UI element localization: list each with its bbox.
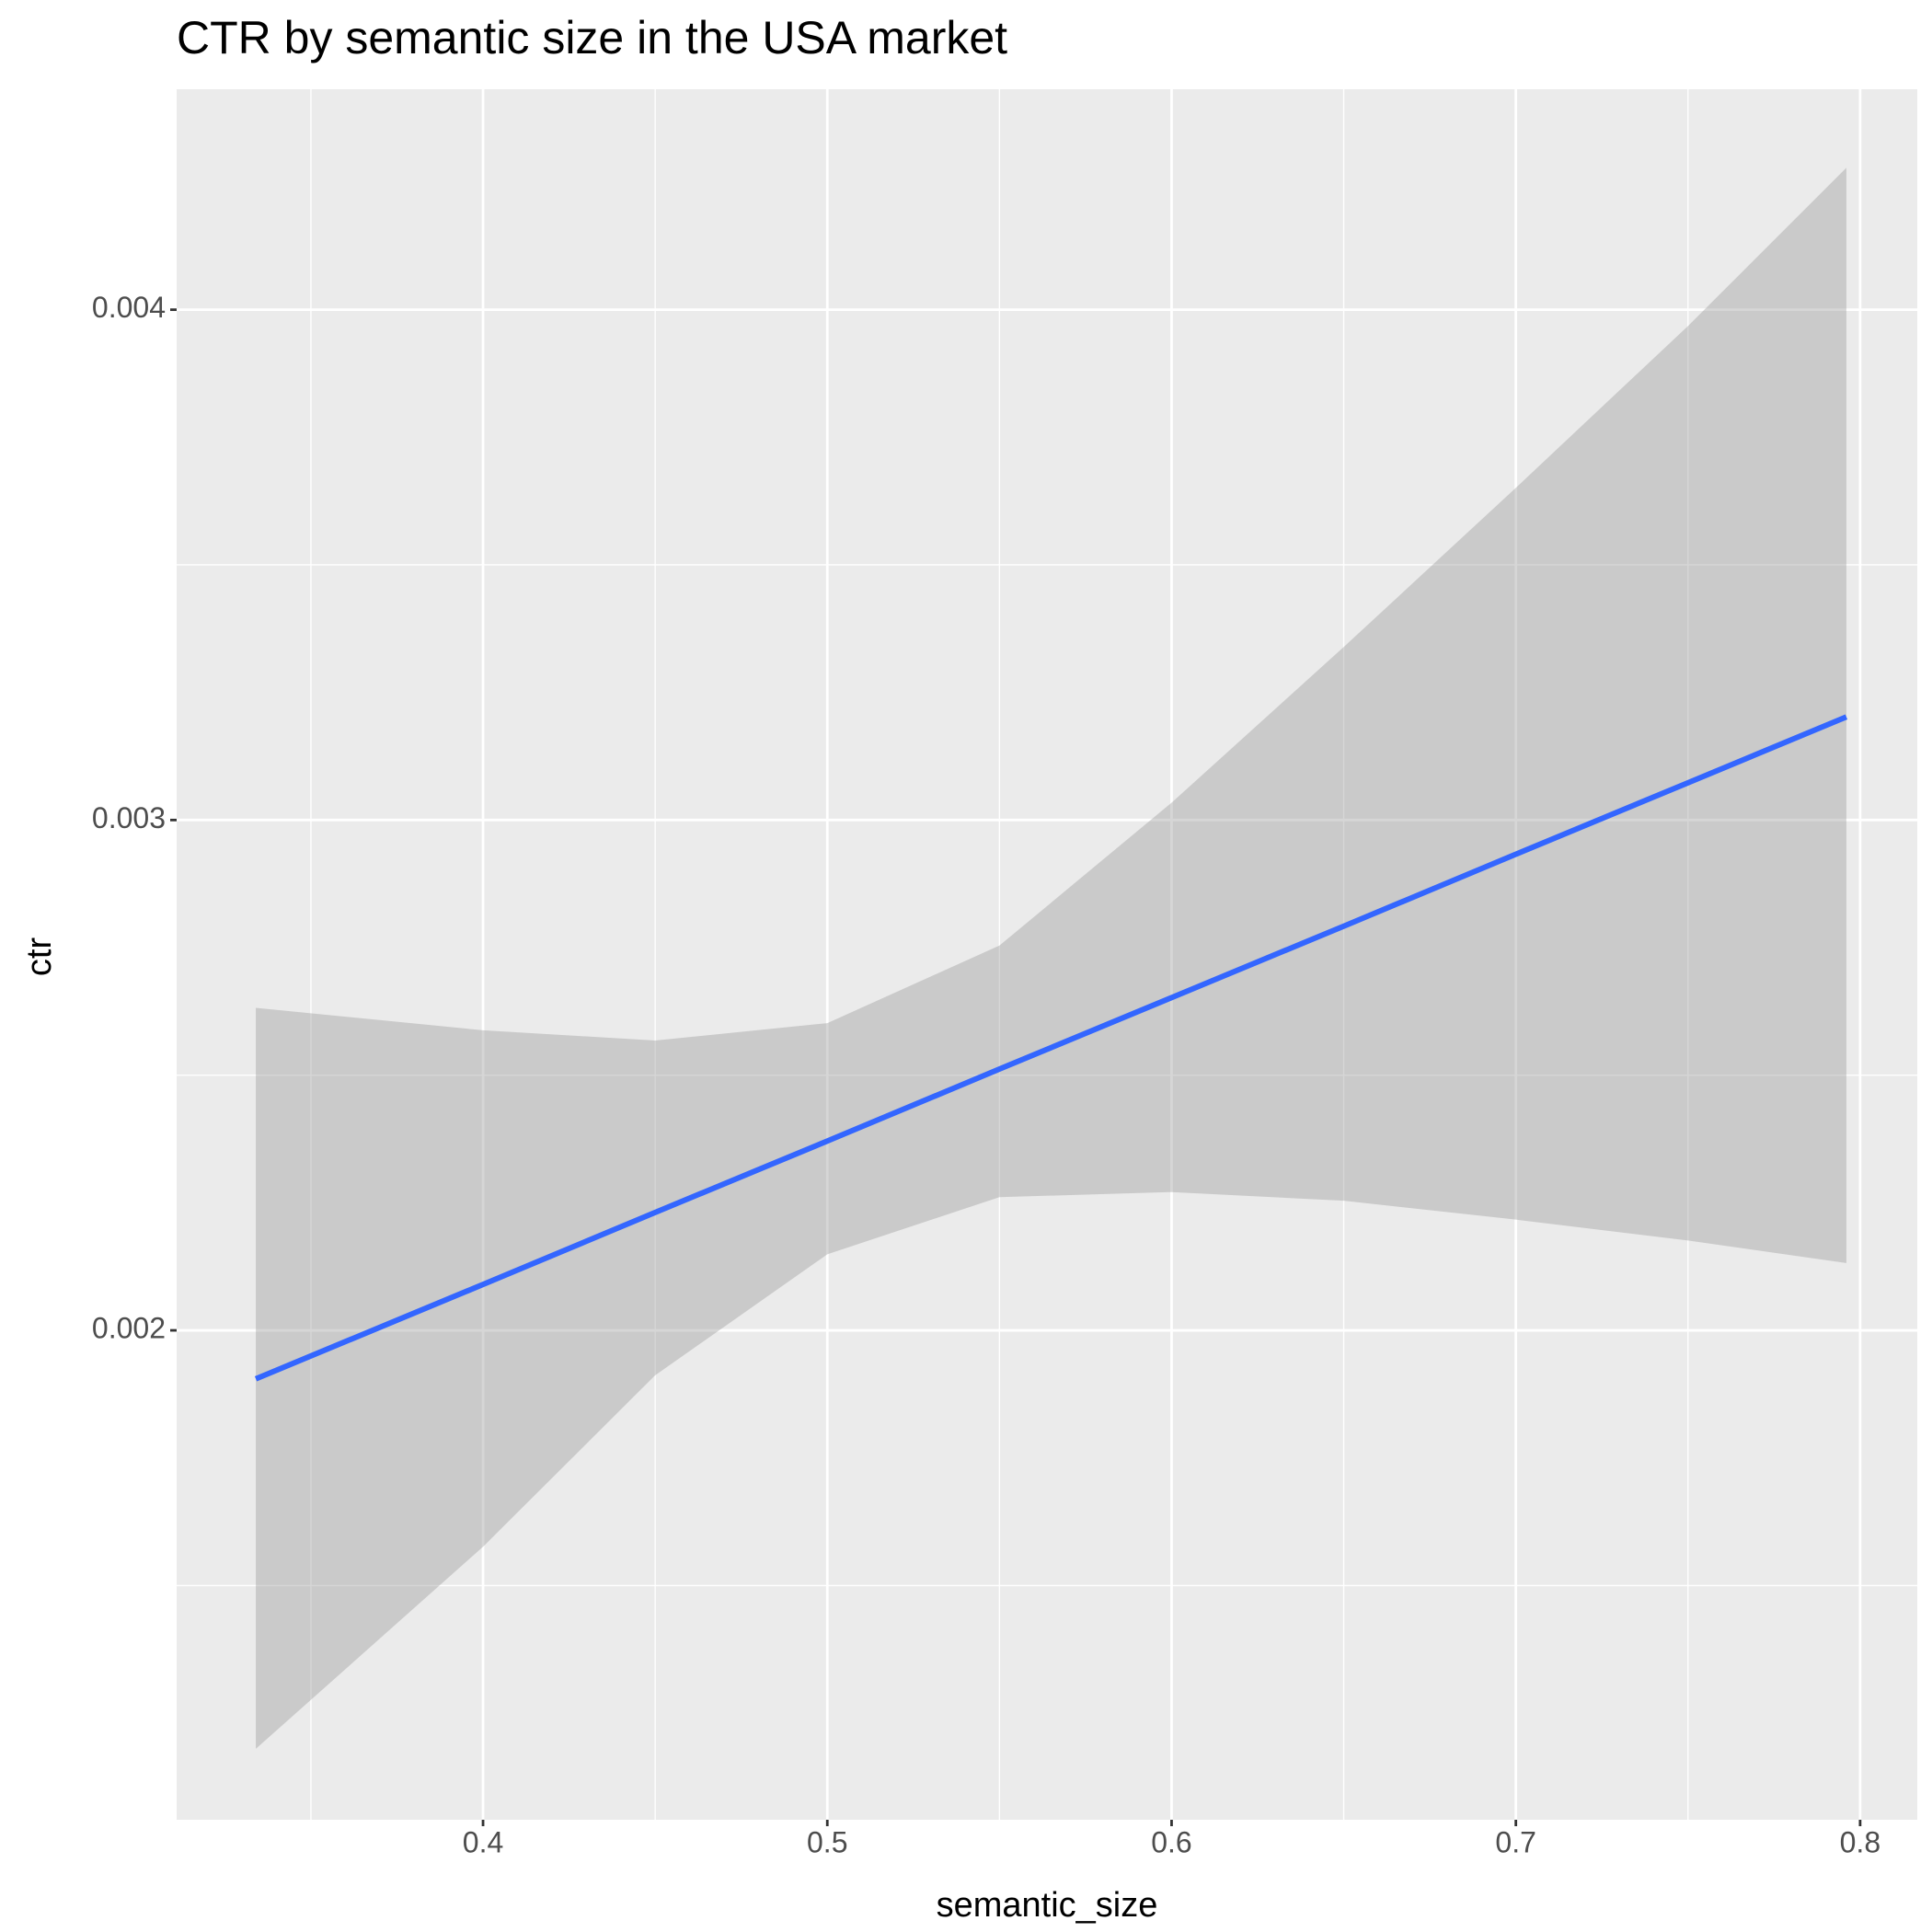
- chart-title: CTR by semantic size in the USA market: [177, 12, 1007, 63]
- x-tick-label: 0.8: [1840, 1825, 1880, 1858]
- y-tick-label: 0.003: [92, 801, 166, 834]
- y-axis-title: ctr: [20, 937, 59, 977]
- x-axis-title: semantic_size: [937, 1886, 1158, 1925]
- x-tick-label: 0.5: [807, 1825, 847, 1858]
- y-tick-label: 0.004: [92, 291, 166, 324]
- x-tick-label: 0.7: [1495, 1825, 1535, 1858]
- x-tick-label: 0.4: [463, 1825, 503, 1858]
- x-tick-label: 0.6: [1151, 1825, 1191, 1858]
- confidence-band: [256, 167, 1846, 1749]
- trend-line: [254, 714, 1848, 1382]
- plot-panel: [177, 89, 1917, 1820]
- y-tick-label: 0.002: [92, 1311, 166, 1344]
